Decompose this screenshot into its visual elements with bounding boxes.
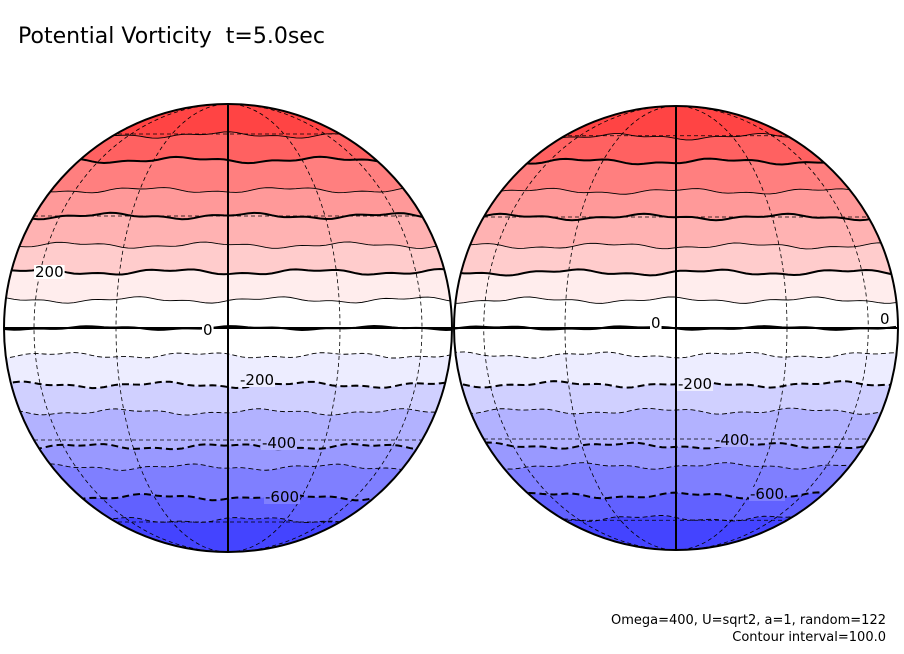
label-background	[749, 487, 786, 501]
contour-line	[454, 351, 897, 359]
contour-line	[454, 296, 897, 304]
globe-outline	[453, 105, 899, 551]
contour-line	[454, 212, 897, 222]
parameters-text: Omega=400, U=sqrt2, a=1, random=122	[610, 613, 886, 628]
contour-line	[454, 380, 897, 389]
contour-label: -200	[240, 371, 274, 389]
contour-line	[454, 187, 897, 195]
contour-label: 0	[651, 314, 661, 332]
contour-line	[454, 407, 897, 415]
contour-label: -600	[750, 485, 784, 503]
contour-band	[454, 296, 896, 330]
label-background	[239, 373, 276, 387]
contour-label: -400	[262, 434, 296, 452]
label-background	[34, 265, 65, 279]
contour-band	[454, 351, 896, 388]
label-background	[677, 377, 714, 391]
label-background	[264, 490, 301, 504]
contour-label: 200	[35, 263, 64, 281]
contour-interval-text: Contour interval=100.0	[732, 630, 886, 645]
label-background	[650, 316, 662, 330]
contour-band	[454, 158, 896, 195]
contour-label: 0	[203, 321, 213, 339]
contour-band	[454, 242, 896, 276]
contour-band	[454, 326, 896, 359]
contour-label: 0	[880, 310, 890, 328]
contour-label: -400	[715, 431, 749, 449]
globe-left	[4, 104, 452, 552]
label-background	[879, 312, 891, 326]
globe-right	[454, 106, 898, 550]
chart-title: Potential Vorticity t=5.0sec	[18, 24, 325, 49]
contour-label: -600	[265, 488, 299, 506]
contour-band	[454, 408, 896, 449]
label-background	[714, 433, 751, 447]
contour-band	[454, 381, 896, 415]
label-background	[261, 436, 298, 450]
contour-label: -200	[678, 375, 712, 393]
contour-line	[454, 441, 897, 450]
label-background	[202, 323, 214, 337]
contour-band	[454, 213, 896, 249]
contour-band	[454, 492, 896, 522]
contour-line	[454, 491, 897, 500]
contour-line	[454, 462, 897, 470]
contour-line	[454, 268, 897, 277]
contour-band	[454, 269, 896, 304]
contour-band	[454, 188, 896, 221]
globe-outline	[3, 103, 453, 553]
contour-line	[454, 242, 897, 250]
contour-band	[454, 133, 896, 165]
